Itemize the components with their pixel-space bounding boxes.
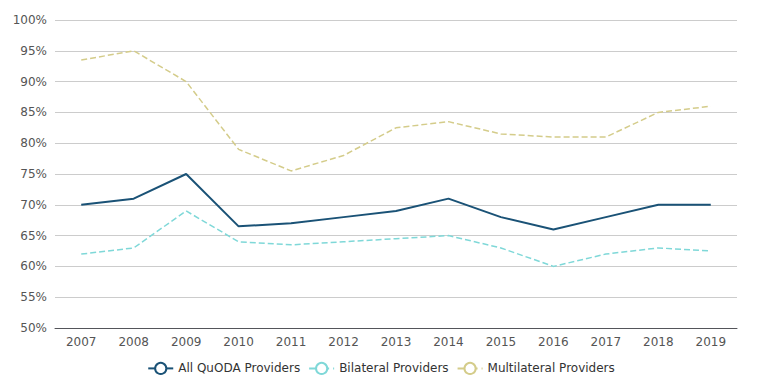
svg-text:2008: 2008 (118, 335, 149, 349)
svg-text:2015: 2015 (486, 335, 517, 349)
svg-text:85%: 85% (20, 105, 47, 119)
svg-text:2013: 2013 (381, 335, 412, 349)
svg-text:80%: 80% (20, 136, 47, 150)
svg-text:2019: 2019 (695, 335, 726, 349)
svg-text:Bilateral Providers: Bilateral Providers (339, 361, 448, 375)
svg-text:2010: 2010 (223, 335, 254, 349)
svg-text:2009: 2009 (171, 335, 202, 349)
svg-text:2016: 2016 (538, 335, 569, 349)
svg-text:70%: 70% (20, 198, 47, 212)
svg-text:100%: 100% (13, 13, 47, 27)
svg-text:75%: 75% (20, 167, 47, 181)
svg-text:2017: 2017 (591, 335, 622, 349)
svg-text:95%: 95% (20, 44, 47, 58)
svg-text:65%: 65% (20, 229, 47, 243)
svg-text:60%: 60% (20, 259, 47, 273)
svg-text:All QuODA Providers: All QuODA Providers (178, 361, 300, 375)
svg-text:2018: 2018 (643, 335, 674, 349)
svg-text:2012: 2012 (328, 335, 359, 349)
svg-text:90%: 90% (20, 75, 47, 89)
svg-text:55%: 55% (20, 290, 47, 304)
svg-text:2011: 2011 (276, 335, 307, 349)
svg-text:50%: 50% (20, 321, 47, 335)
svg-text:Multilateral Providers: Multilateral Providers (488, 361, 615, 375)
svg-text:2014: 2014 (433, 335, 464, 349)
svg-text:2007: 2007 (66, 335, 97, 349)
